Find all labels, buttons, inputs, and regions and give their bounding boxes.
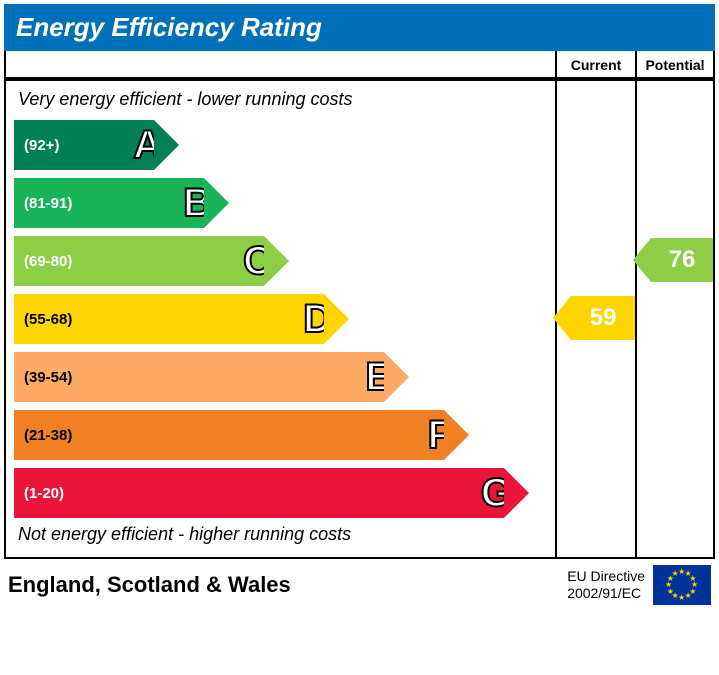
band-range: (39-54) [14, 369, 72, 386]
bands-area: (92+) A (81-91) B (69-80) C (55-68) D (39-54) E (2… [12, 116, 555, 522]
top-caption: Very energy efficient - lower running co… [12, 87, 555, 116]
band-grade: A [133, 123, 162, 168]
chart-title: Energy Efficiency Rating [4, 4, 715, 51]
band-grade: D [303, 297, 332, 342]
band-bar-G: (1-20)G [14, 468, 504, 518]
potential-pointer: 76 [651, 238, 713, 282]
band-row: (69-80) C [14, 232, 555, 290]
epc-chart: Energy Efficiency Rating Current Potenti… [4, 4, 715, 605]
bands-column: Very energy efficient - lower running co… [6, 81, 557, 557]
band-bar-C: (69-80)C [14, 236, 264, 286]
band-row: (1-20) G [14, 464, 555, 522]
column-header-current: Current [557, 51, 635, 77]
band-row: (55-68) D [14, 290, 555, 348]
bottom-caption: Not energy efficient - higher running co… [12, 522, 555, 551]
chart-grid: Very energy efficient - lower running co… [4, 79, 715, 559]
band-bar-B: (81-91)B [14, 178, 204, 228]
directive-block: EU Directive 2002/91/EC ★★★★★★★★★★★★ [567, 565, 711, 605]
band-bar-E: (39-54)E [14, 352, 384, 402]
band-range: (69-80) [14, 253, 72, 270]
band-bar-A: (92+)A [14, 120, 154, 170]
band-range: (1-20) [14, 485, 64, 502]
potential-column: 76 [635, 81, 713, 557]
region-label: England, Scotland & Wales [8, 572, 291, 598]
band-row: (21-38) F [14, 406, 555, 464]
current-column: 59 [557, 81, 635, 557]
band-range: (21-38) [14, 427, 72, 444]
band-bar-F: (21-38)F [14, 410, 444, 460]
directive-text: EU Directive 2002/91/EC [567, 568, 645, 602]
band-grade: G [481, 471, 512, 516]
band-range: (81-91) [14, 195, 72, 212]
current-pointer: 59 [571, 296, 635, 340]
band-range: (92+) [14, 137, 59, 154]
eu-flag-icon: ★★★★★★★★★★★★ [653, 565, 711, 605]
band-grade: F [428, 413, 452, 458]
band-grade: E [365, 355, 392, 400]
band-bar-D: (55-68)D [14, 294, 324, 344]
column-header-potential: Potential [635, 51, 713, 77]
band-row: (39-54) E [14, 348, 555, 406]
band-row: (92+) A [14, 116, 555, 174]
band-grade: C [243, 239, 272, 284]
band-row: (81-91) B [14, 174, 555, 232]
band-grade: B [183, 181, 212, 226]
column-header-row: Current Potential [4, 51, 715, 79]
band-range: (55-68) [14, 311, 72, 328]
footer: England, Scotland & Wales EU Directive 2… [4, 559, 715, 605]
